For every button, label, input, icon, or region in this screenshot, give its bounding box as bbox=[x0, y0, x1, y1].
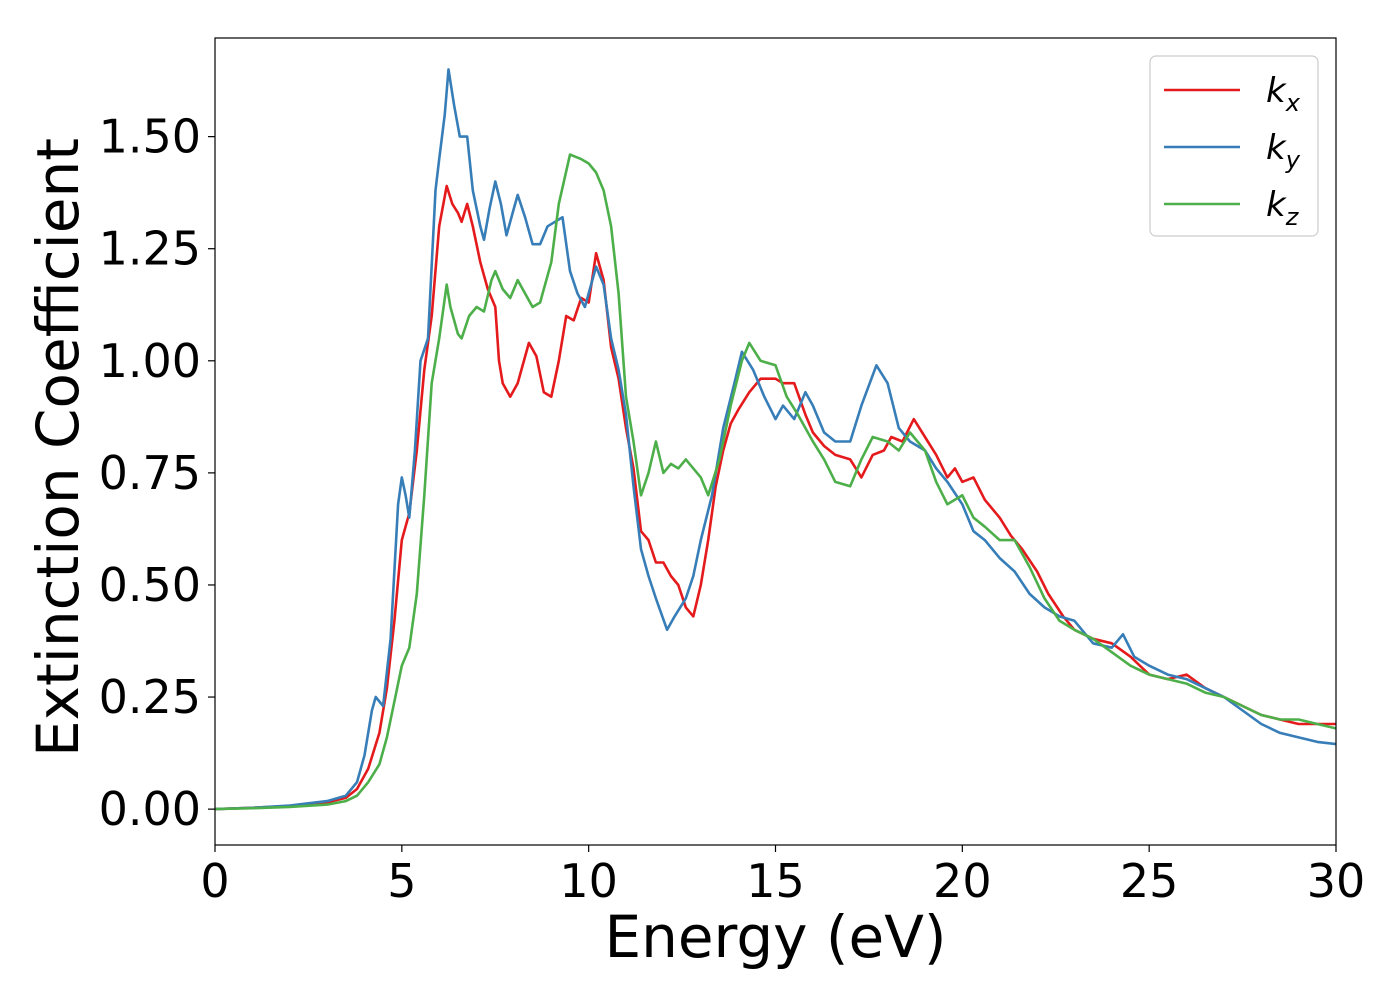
x-axis: 0 5 10 15 20 25 30 bbox=[200, 845, 1365, 908]
series-line-ky bbox=[215, 68, 1336, 811]
x-axis-title: Energy (eV) bbox=[604, 903, 946, 971]
y-tick-label: 0.00 bbox=[99, 782, 201, 836]
y-tick-label: 0.25 bbox=[99, 670, 201, 724]
x-tick-label: 5 bbox=[387, 854, 416, 908]
y-tick-label: 1.50 bbox=[99, 110, 201, 164]
x-tick-label: 30 bbox=[1307, 854, 1366, 908]
y-tick-label: 1.25 bbox=[99, 222, 201, 276]
series-line-kx bbox=[215, 184, 1336, 811]
series-line-kz bbox=[215, 153, 1336, 811]
x-tick-label: 15 bbox=[746, 854, 805, 908]
legend-label-ky: ky bbox=[1266, 128, 1301, 174]
legend-label-kz: kz bbox=[1266, 185, 1300, 231]
x-tick-label: 0 bbox=[200, 854, 229, 908]
y-axis: 0.00 0.25 0.50 0.75 1.00 1.25 1.50 bbox=[99, 110, 215, 836]
y-tick-label: 0.50 bbox=[99, 558, 201, 612]
x-tick-label: 25 bbox=[1120, 854, 1179, 908]
series-layer bbox=[215, 68, 1336, 811]
y-axis-title: Extinction Coefficient bbox=[24, 138, 92, 757]
legend: kx ky kz bbox=[1149, 55, 1319, 237]
x-tick-label: 10 bbox=[559, 854, 618, 908]
x-tick-label: 20 bbox=[933, 854, 992, 908]
legend-label-kx: kx bbox=[1266, 71, 1301, 117]
y-tick-label: 1.00 bbox=[99, 334, 201, 388]
y-tick-label: 0.75 bbox=[99, 446, 201, 500]
